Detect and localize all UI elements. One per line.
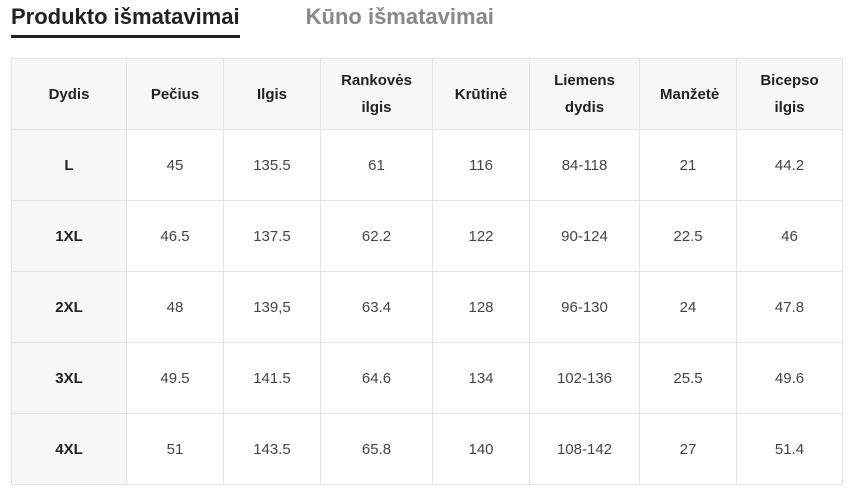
table-row: L 45 135.5 61 116 84-118 21 44.2: [11, 129, 843, 201]
size-label: 1XL: [11, 200, 127, 272]
table-cell: 45: [126, 129, 224, 201]
table-cell: 25.5: [639, 342, 737, 414]
column-header: Krūtinė: [432, 58, 530, 130]
table-cell: 141.5: [223, 342, 321, 414]
table-cell: 49.6: [736, 342, 843, 414]
table-cell: 27: [639, 413, 737, 485]
table-cell: 48: [126, 271, 224, 343]
column-header: Pečius: [126, 58, 224, 130]
column-header: Bicepso ilgis: [736, 58, 843, 130]
table-cell: 128: [432, 271, 530, 343]
table-cell: 63.4: [320, 271, 433, 343]
tab[interactable]: Kūno išmatavimai: [305, 4, 494, 29]
table-cell: 137.5: [223, 200, 321, 272]
table-cell: 44.2: [736, 129, 843, 201]
column-header: Rankovės ilgis: [320, 58, 433, 130]
header-row: Dydis Pečius Ilgis Rankovės ilgis Krūtinė Lie…: [11, 58, 843, 130]
tab[interactable]: Produkto išmatavimai: [11, 4, 240, 38]
table-cell: 108-142: [529, 413, 640, 485]
table-cell: 22.5: [639, 200, 737, 272]
table-cell: 49.5: [126, 342, 224, 414]
table-cell: 51: [126, 413, 224, 485]
table-cell: 51.4: [736, 413, 843, 485]
table-cell: 21: [639, 129, 737, 201]
column-header: Liemens dydis: [529, 58, 640, 130]
table-cell: 116: [432, 129, 530, 201]
table-cell: 90-124: [529, 200, 640, 272]
table-cell: 47.8: [736, 271, 843, 343]
size-table: Dydis Pečius Ilgis Rankovės ilgis Krūtinė Lie…: [11, 58, 843, 485]
table-cell: 96-130: [529, 271, 640, 343]
table-body: L 45 135.5 61 116 84-118 21 44.2 1XL 46.5 137.5 62.…: [11, 129, 843, 485]
table-cell: 46.5: [126, 200, 224, 272]
table-cell: 102-136: [529, 342, 640, 414]
table-cell: 62.2: [320, 200, 433, 272]
table-cell: 65.8: [320, 413, 433, 485]
size-label: 3XL: [11, 342, 127, 414]
size-label: 2XL: [11, 271, 127, 343]
column-header: Ilgis: [223, 58, 321, 130]
table-cell: 143.5: [223, 413, 321, 485]
table-cell: 122: [432, 200, 530, 272]
table-cell: 140: [432, 413, 530, 485]
table-cell: 139,5: [223, 271, 321, 343]
table-row: 1XL 46.5 137.5 62.2 122 90-124 22.5 46: [11, 200, 843, 272]
column-header: Dydis: [11, 58, 127, 130]
column-header: Manžetė: [639, 58, 737, 130]
table-cell: 24: [639, 271, 737, 343]
table-row: 4XL 51 143.5 65.8 140 108-142 27 51.4: [11, 413, 843, 485]
size-label: L: [11, 129, 127, 201]
size-label: 4XL: [11, 413, 127, 485]
table-cell: 135.5: [223, 129, 321, 201]
table-cell: 46: [736, 200, 843, 272]
tab-bar: Produkto išmatavimai Kūno išmatavimai: [11, 4, 494, 38]
table-row: 3XL 49.5 141.5 64.6 134 102-136 25.5 49.6: [11, 342, 843, 414]
table-cell: 84-118: [529, 129, 640, 201]
table-row: 2XL 48 139,5 63.4 128 96-130 24 47.8: [11, 271, 843, 343]
table-cell: 134: [432, 342, 530, 414]
table-cell: 61: [320, 129, 433, 201]
table-cell: 64.6: [320, 342, 433, 414]
